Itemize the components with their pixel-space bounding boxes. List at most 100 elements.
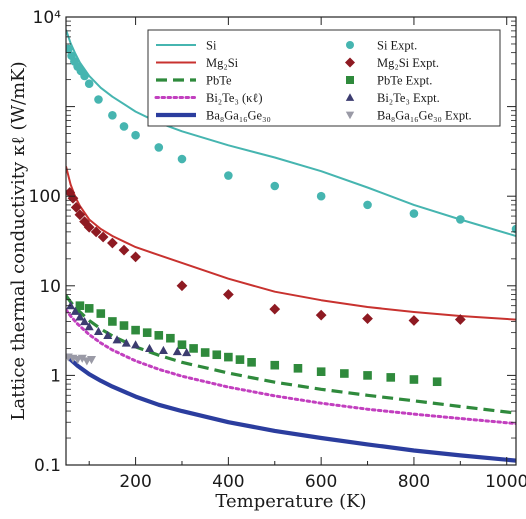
data-point (456, 215, 465, 224)
data-point (103, 330, 113, 339)
data-point (119, 321, 129, 330)
data-point (362, 313, 373, 325)
series-curve-2 (66, 294, 516, 415)
data-point (84, 304, 94, 313)
data-point (222, 289, 234, 300)
legend-label: Bi₂Te₃ (κℓ) (206, 91, 263, 105)
y-tick-label: 1 (50, 366, 61, 386)
data-point (87, 356, 97, 365)
legend-label: Mg₂Si Expt. (377, 56, 439, 70)
data-point (77, 354, 87, 363)
x-tick-label: 800 (398, 472, 430, 492)
data-point (107, 237, 118, 249)
x-tick-label: 400 (212, 472, 244, 492)
legend-label: Si Expt. (377, 39, 417, 53)
data-point (177, 154, 187, 164)
data-point (108, 110, 117, 120)
curve-layer (66, 29, 516, 463)
data-point (70, 306, 80, 315)
data-point (80, 316, 90, 326)
data-point (293, 364, 303, 373)
legend-marker (345, 111, 355, 120)
data-point (408, 315, 420, 326)
data-point (270, 360, 280, 370)
data-point (340, 369, 349, 378)
data-point (224, 171, 233, 180)
data-point (315, 309, 327, 321)
legend-label: Bi₂Te₃ Expt. (377, 91, 440, 105)
data-point (154, 331, 164, 340)
data-point (84, 322, 94, 331)
y-tick-label: 10⁴ (33, 8, 62, 28)
legend-label: Si (206, 39, 217, 53)
data-point (189, 344, 198, 353)
data-point (270, 181, 280, 191)
data-point (70, 202, 82, 213)
legend-marker (345, 93, 355, 101)
legend-marker (346, 41, 354, 49)
data-point (93, 326, 103, 335)
data-point (67, 192, 79, 204)
data-point (363, 200, 372, 210)
data-point (316, 191, 326, 201)
data-point (409, 375, 419, 384)
data-point (131, 340, 141, 349)
x-tick-label: 1000 (485, 472, 526, 492)
legend-label: PbTe Expt. (377, 74, 432, 88)
x-tick-label: 600 (305, 472, 337, 492)
data-point (269, 303, 281, 315)
data-point (144, 343, 155, 353)
data-point (74, 209, 86, 221)
data-point (224, 352, 233, 362)
data-point (75, 301, 85, 310)
data-point (97, 231, 109, 243)
data-point (83, 221, 95, 233)
data-point (409, 209, 419, 218)
data-point (154, 143, 164, 152)
data-point (142, 328, 152, 337)
data-point (118, 244, 130, 256)
data-point (212, 350, 222, 360)
x-tick-label: 200 (119, 472, 151, 492)
data-point (363, 371, 372, 380)
y-tick-label: 100 (29, 187, 61, 207)
data-point (182, 348, 192, 357)
data-point (166, 333, 175, 343)
data-point (130, 251, 141, 263)
legend-frame (147, 29, 501, 127)
data-point (66, 187, 76, 198)
series-curve-1 (66, 166, 516, 321)
data-point (247, 358, 256, 367)
data-point (80, 71, 89, 81)
data-point (112, 335, 122, 344)
y-tick-label: 0.1 (34, 456, 61, 476)
data-point (84, 79, 94, 89)
data-point (316, 367, 326, 376)
data-point (108, 317, 117, 326)
data-point (454, 314, 466, 325)
point-layer (66, 44, 516, 387)
y-tick-label: 10 (39, 277, 61, 297)
data-point (121, 338, 131, 347)
data-point (66, 301, 76, 310)
series-curve-4 (66, 353, 516, 463)
y-axis-title: Lattice thermal conductivity κℓ (W/mK) (8, 61, 29, 420)
data-point (235, 355, 245, 364)
data-point (386, 373, 396, 382)
data-point (131, 325, 140, 335)
data-point (176, 280, 188, 292)
legend-marker (345, 57, 355, 68)
legend-label: Ba₈Ga₁₆Ge₃₀ (206, 109, 271, 123)
x-axis-title: Temperature (K) (215, 491, 366, 512)
legend-label: Mg₂Si (206, 56, 239, 70)
data-point (119, 122, 129, 131)
plot-frame (65, 16, 517, 466)
data-point (511, 224, 516, 234)
data-point (90, 226, 102, 238)
legend-marker (346, 76, 354, 84)
data-point (200, 348, 210, 357)
data-point (158, 345, 168, 355)
data-point (432, 377, 442, 387)
data-point (131, 130, 140, 140)
